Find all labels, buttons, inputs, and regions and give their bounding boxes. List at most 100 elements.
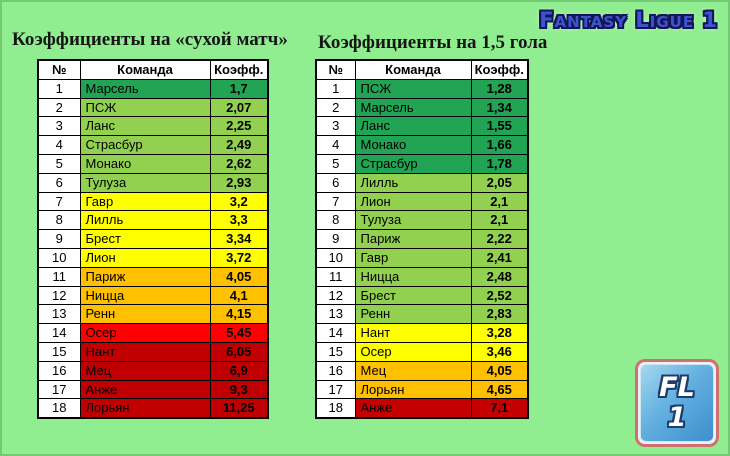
table-row: 4 Монако 1,66	[315, 135, 529, 155]
coefficient-cell: 4,05	[209, 266, 269, 287]
coefficient-cell: 2,1	[470, 210, 529, 231]
coefficient-cell: 1,28	[470, 78, 529, 99]
table-row: 6 Лилль 2,05	[315, 172, 529, 193]
team-name-cell: Лион	[79, 247, 211, 268]
row-number-cell: 6	[315, 172, 356, 193]
coefficient-cell: 11,25	[209, 398, 269, 419]
team-name-cell: Брест	[354, 285, 472, 306]
row-number-cell: 8	[315, 210, 356, 231]
team-name-cell: Брест	[79, 229, 211, 249]
table-row: 17 Лорьян 4,65	[315, 379, 529, 400]
table-row: 13 Ренн 4,15	[37, 304, 269, 325]
coefficient-cell: 2,48	[470, 266, 529, 287]
table-row: 3 Ланс 2,25	[37, 116, 269, 137]
row-number-cell: 10	[315, 247, 356, 268]
team-name-cell: Монако	[79, 153, 211, 174]
team-name-cell: ПСЖ	[354, 78, 472, 99]
table-row: 8 Лилль 3,3	[37, 210, 269, 231]
team-name-cell: Париж	[79, 266, 211, 287]
coefficient-cell: 2,62	[209, 153, 269, 174]
coefficient-cell: 1,7	[209, 78, 269, 99]
row-number-cell: 1	[37, 78, 81, 99]
row-number-cell: 17	[37, 379, 81, 400]
team-name-cell: Ницца	[354, 266, 472, 287]
team-name-cell: Анже	[354, 398, 472, 419]
table-row: 11 Париж 4,05	[37, 266, 269, 287]
team-name-cell: Марсель	[79, 78, 211, 99]
table-row: 12 Ницца 4,1	[37, 285, 269, 306]
column-header: Команда	[79, 59, 211, 80]
table-row: 9 Париж 2,22	[315, 229, 529, 249]
coefficient-cell: 2,49	[209, 135, 269, 155]
team-name-cell: Лорьян	[354, 379, 472, 400]
coefficient-cell: 9,3	[209, 379, 269, 400]
team-name-cell: Париж	[354, 229, 472, 249]
row-number-cell: 7	[315, 191, 356, 212]
team-name-cell: Гавр	[354, 247, 472, 268]
team-name-cell: Осер	[354, 341, 472, 362]
table-row: 15 Осер 3,46	[315, 341, 529, 362]
fl1-badge: FL 1	[635, 359, 719, 447]
row-number-cell: 1	[315, 78, 356, 99]
coefficient-cell: 3,72	[209, 247, 269, 268]
row-number-cell: 16	[37, 360, 81, 381]
coefficient-cell: 2,07	[209, 97, 269, 118]
coefficient-cell: 4,05	[470, 360, 529, 381]
row-number-cell: 7	[37, 191, 81, 212]
row-number-cell: 9	[315, 229, 356, 249]
team-name-cell: Нант	[354, 323, 472, 343]
table-row: 6 Тулуза 2,93	[37, 172, 269, 193]
row-number-cell: 4	[315, 135, 356, 155]
coefficient-cell: 2,25	[209, 116, 269, 137]
coefficient-cell: 3,46	[470, 341, 529, 362]
row-number-cell: 10	[37, 247, 81, 268]
coefficient-cell: 1,78	[470, 153, 529, 174]
coefficient-cell: 6,9	[209, 360, 269, 381]
table-row: 16 Мец 6,9	[37, 360, 269, 381]
goals-1-5-coefficients-table: № Команда Коэфф. 1 ПСЖ 1,28 2 Марсель 1,34 3 Ланс 1…	[315, 59, 529, 420]
table-row: 15 Нант 6,05	[37, 341, 269, 362]
row-number-cell: 14	[37, 323, 81, 343]
coefficient-cell: 4,15	[209, 304, 269, 325]
team-name-cell: Лилль	[79, 210, 211, 231]
table-row: 14 Осер 5,45	[37, 323, 269, 343]
table-row: 5 Страсбур 1,78	[315, 153, 529, 174]
dry-match-table-title: Коэффициенты на «сухой матч»	[12, 29, 288, 50]
row-number-cell: 5	[315, 153, 356, 174]
table-row: 16 Мец 4,05	[315, 360, 529, 381]
coefficient-cell: 2,83	[470, 304, 529, 325]
row-number-cell: 9	[37, 229, 81, 249]
row-number-cell: 13	[315, 304, 356, 325]
table-row: 10 Гавр 2,41	[315, 247, 529, 268]
row-number-cell: 17	[315, 379, 356, 400]
coefficient-cell: 4,65	[470, 379, 529, 400]
row-number-cell: 6	[37, 172, 81, 193]
table-row: 2 ПСЖ 2,07	[37, 97, 269, 118]
table-row: 13 Ренн 2,83	[315, 304, 529, 325]
header-row: № Команда Коэфф.	[315, 59, 529, 80]
coefficient-cell: 2,93	[209, 172, 269, 193]
table-row: 11 Ницца 2,48	[315, 266, 529, 287]
table-row: 10 Лион 3,72	[37, 247, 269, 268]
coefficient-cell: 3,34	[209, 229, 269, 249]
column-header: №	[37, 59, 81, 80]
table-row: 18 Лорьян 11,25	[37, 398, 269, 419]
table-row: 7 Гавр 3,2	[37, 191, 269, 212]
coefficient-cell: 2,52	[470, 285, 529, 306]
table-row: 1 ПСЖ 1,28	[315, 78, 529, 99]
team-name-cell: Ренн	[354, 304, 472, 325]
row-number-cell: 13	[37, 304, 81, 325]
team-name-cell: ПСЖ	[79, 97, 211, 118]
coefficient-cell: 3,3	[209, 210, 269, 231]
team-name-cell: Нант	[79, 341, 211, 362]
coefficient-cell: 1,55	[470, 116, 529, 137]
coefficient-cell: 7,1	[470, 398, 529, 419]
row-number-cell: 16	[315, 360, 356, 381]
team-name-cell: Осер	[79, 323, 211, 343]
row-number-cell: 18	[37, 398, 81, 419]
table-row: 5 Монако 2,62	[37, 153, 269, 174]
team-name-cell: Ницца	[79, 285, 211, 306]
row-number-cell: 3	[37, 116, 81, 137]
team-name-cell: Ланс	[79, 116, 211, 137]
